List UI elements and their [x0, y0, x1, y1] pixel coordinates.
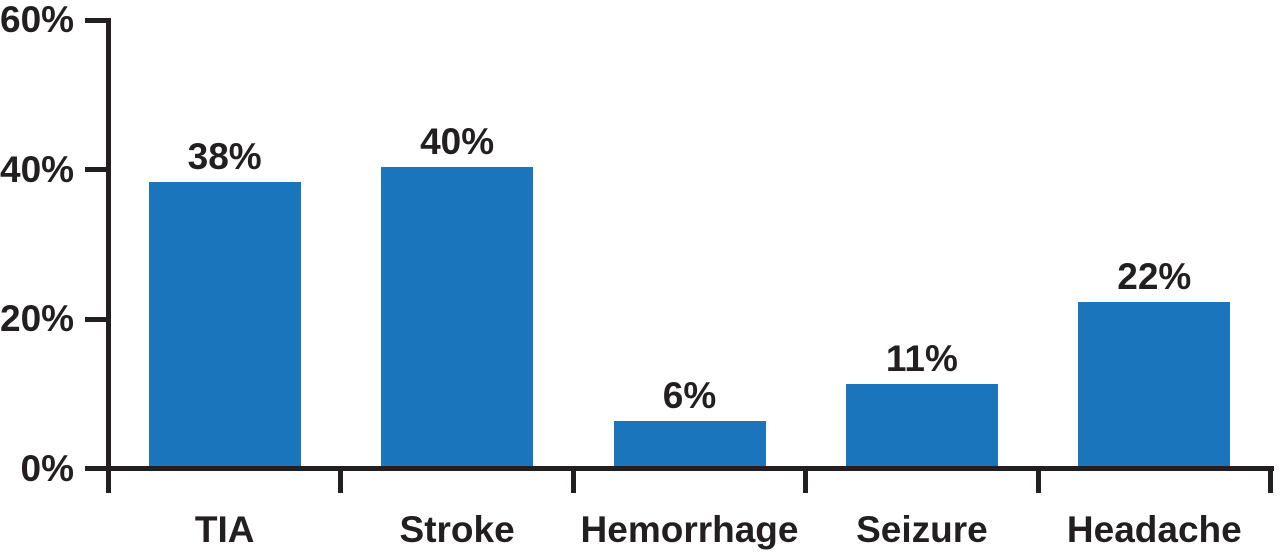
y-axis-tick	[85, 316, 106, 322]
x-axis-line	[85, 466, 1274, 471]
bar	[1078, 301, 1231, 466]
category-label: Seizure	[856, 509, 988, 550]
category-label: Hemorrhage	[580, 509, 799, 550]
x-boundary-tick	[1268, 466, 1273, 493]
category-label: Headache	[1066, 509, 1242, 550]
bar	[613, 421, 766, 466]
y-axis-line	[106, 18, 111, 471]
y-tick-label: 40%	[0, 148, 75, 190]
x-boundary-tick	[803, 466, 809, 493]
bar	[381, 167, 534, 466]
y-tick-label: 0%	[20, 447, 74, 489]
bar-value-label: 38%	[187, 135, 262, 177]
x-boundary-tick	[1035, 466, 1041, 493]
bar-value-label: 11%	[885, 337, 958, 379]
bar	[845, 383, 998, 466]
x-boundary-tick	[338, 466, 344, 493]
y-axis-tick	[85, 17, 106, 23]
category-label: Stroke	[399, 509, 515, 550]
x-boundary-tick	[106, 466, 111, 493]
y-axis-tick	[85, 167, 106, 172]
bar-value-label: 40%	[420, 121, 495, 162]
y-tick-label: 60%	[0, 0, 75, 40]
bar-value-label: 22%	[1117, 255, 1192, 297]
category-label: TIA	[194, 509, 255, 550]
x-boundary-tick	[570, 466, 576, 493]
bar-value-label: 6%	[662, 375, 717, 417]
bar	[148, 181, 301, 466]
y-tick-label: 20%	[0, 298, 75, 339]
